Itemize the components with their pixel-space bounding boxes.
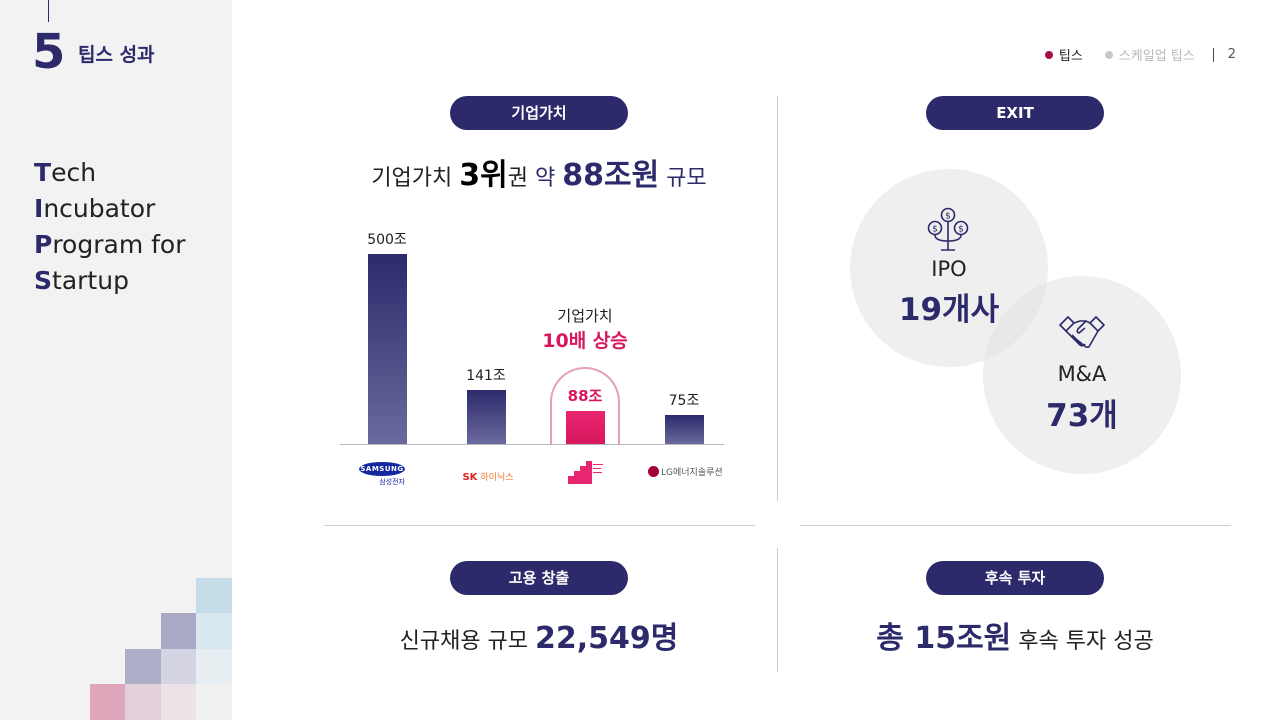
ipo-value: 19개사 [898,292,1000,328]
decor-square [196,578,232,614]
chart-baseline [340,444,724,445]
lg-energy-logo: LG에너지솔루션 [648,465,724,478]
chart-bar [466,390,506,444]
acronym-line: Program for [34,230,186,259]
divider-horizontal-right [800,525,1231,526]
decor-square [161,649,197,685]
ma-value: 73개 [1046,398,1118,434]
svg-text:$: $ [958,225,964,235]
valuation-headline: 기업가치 3위권 약 88조원 규모 [371,158,707,193]
page-nav: 팁스 스케일업 팁스 2 [1044,45,1236,64]
nav-separator [1212,47,1214,62]
decor-square [161,684,197,720]
decor-square [125,684,161,720]
accent-line [48,0,49,22]
tips-logo [566,460,606,484]
acronym-line: Startup [34,266,129,295]
nav-item-scaleup-tips[interactable]: 스케일업 팁스 [1104,45,1195,64]
decor-square [161,613,197,649]
exit-pill: EXIT [926,96,1104,130]
inactive-dot-icon [1104,50,1113,59]
svg-text:$: $ [932,225,938,235]
divider-horizontal-left [324,525,755,526]
sk-hynix-logo: SK 하이닉스 [462,472,514,483]
handshake-icon [1058,313,1106,355]
chart-bar [367,254,407,444]
decor-square [196,613,232,649]
acronym-line: Incubator [34,194,156,223]
ma-label: M&A [1057,362,1107,386]
svg-text:$: $ [945,212,951,222]
employment-headline: 신규채용 규모 22,549명 [399,621,679,656]
employment-pill: 고용 창출 [450,561,628,595]
growth-annotation-value: 10배 상승 [542,330,628,352]
highlight-arch [550,367,620,445]
active-dot-icon [1044,50,1053,59]
chart-bar [664,415,704,444]
valuation-pill: 기업가치 [450,96,628,130]
chart-value-label: 75조 [668,393,700,409]
program-acronym: Tech Incubator Program for Startup [34,155,186,299]
section-title: 팁스 성과 [78,44,155,66]
divider-vertical-bottom [777,548,778,672]
ipo-label: IPO [931,257,967,281]
section-number: 5 [32,24,66,80]
page-number: 2 [1227,47,1236,62]
decor-square [196,649,232,685]
nav-item-tips[interactable]: 팁스 [1044,45,1083,64]
divider-vertical-top [777,96,778,501]
chart-value-label: 141조 [466,368,506,384]
acronym-line: Tech [34,158,97,187]
sidebar: 5 팁스 성과 Tech Incubator Program for Start… [0,0,232,720]
chart-value-label: 500조 [367,232,407,248]
investment-pill: 후속 투자 [926,561,1104,595]
ma-circle [983,276,1181,474]
growth-annotation-label: 기업가치 [557,307,613,325]
money-tree-icon: $ $ $ [925,205,971,251]
samsung-logo: SAMSUNG 삼성전자 [359,462,405,487]
decor-square [90,684,126,720]
decor-square [196,684,232,720]
investment-headline: 총 15조원 후속 투자 성공 [876,621,1154,656]
decor-square [125,649,161,685]
